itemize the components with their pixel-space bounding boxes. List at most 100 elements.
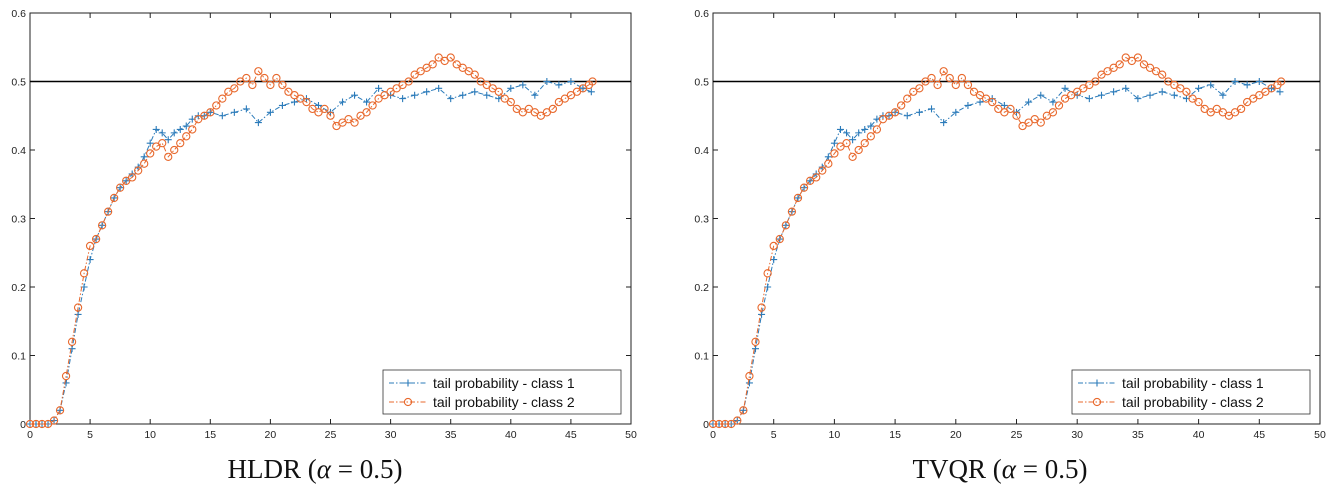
data-point-class-1	[758, 310, 766, 318]
data-point-class-2	[969, 87, 979, 96]
plot-area	[29, 12, 632, 425]
data-point-class-1	[745, 379, 753, 387]
x-tick-label: 40	[505, 429, 517, 441]
data-point-class-2	[470, 70, 479, 79]
data-point-class-1	[459, 91, 467, 99]
caption-symbol: α	[317, 454, 332, 484]
data-point-class-2	[1164, 77, 1173, 86]
data-point-class-1	[278, 101, 286, 109]
data-point-class-2	[446, 53, 455, 62]
data-point-class-1	[964, 101, 972, 109]
data-point-class-2	[975, 91, 985, 100]
data-point-class-2	[781, 221, 790, 230]
data-point-class-2	[927, 73, 936, 83]
data-point-class-2	[1060, 94, 1070, 103]
data-point-class-1	[152, 125, 160, 133]
y-tick-label: 0.3	[11, 214, 26, 226]
x-tick-label: 15	[204, 429, 216, 441]
data-point-class-1	[507, 84, 515, 92]
data-point-class-2	[1145, 63, 1155, 72]
data-point-class-1	[952, 108, 960, 116]
data-point-class-1	[122, 177, 130, 185]
data-point-class-1	[170, 129, 178, 137]
data-point-class-2	[236, 77, 245, 86]
data-point-class-2	[134, 166, 143, 175]
data-point-class-2	[224, 87, 233, 96]
data-point-class-2	[518, 108, 527, 117]
data-point-class-2	[848, 152, 857, 161]
data-point-class-2	[720, 419, 730, 429]
data-point-class-2	[1097, 70, 1106, 79]
data-point-class-2	[775, 234, 784, 244]
data-point-class-1	[314, 101, 322, 109]
data-point-class-1	[794, 194, 802, 202]
data-point-class-2	[91, 234, 101, 244]
y-tick-label: 0.6	[11, 8, 26, 20]
data-point-class-2	[260, 73, 269, 83]
data-point-class-2	[1103, 67, 1112, 76]
data-point-class-2	[866, 132, 875, 141]
y-tick-label: 0	[20, 419, 26, 431]
data-point-class-1	[1000, 101, 1008, 109]
data-point-class-2	[452, 60, 461, 69]
data-point-class-2	[49, 416, 59, 425]
data-point-class-2	[1176, 84, 1185, 93]
data-point-class-2	[284, 87, 293, 96]
data-point-class-2	[1018, 121, 1027, 131]
data-point-class-1	[399, 95, 407, 103]
data-point-class-2	[272, 73, 281, 83]
y-tick-label: 0	[703, 419, 709, 431]
data-point-class-2	[440, 56, 449, 66]
caption-suffix: = 0.5)	[331, 454, 402, 484]
data-point-class-2	[1079, 84, 1088, 93]
legend-entry-class-2: tail probability - class 2	[433, 394, 575, 410]
data-point-class-1	[411, 91, 419, 99]
data-point-class-1	[751, 345, 759, 353]
data-point-class-2	[1000, 108, 1009, 117]
data-point-class-1	[1025, 98, 1033, 106]
data-point-class-2	[194, 115, 203, 124]
data-point-class-2	[903, 94, 912, 103]
data-point-class-1	[579, 84, 587, 92]
legend-entry-class-1: tail probability - class 1	[433, 375, 575, 391]
data-point-class-1	[1061, 84, 1069, 92]
data-point-class-2	[206, 108, 215, 117]
caption-prefix: HLDR (	[228, 454, 317, 484]
data-point-class-2	[1121, 53, 1130, 62]
data-point-class-1	[543, 78, 551, 85]
data-point-class-2	[1249, 94, 1258, 103]
data-point-class-2	[1054, 101, 1064, 110]
data-point-class-2	[1243, 97, 1252, 107]
legend-swatch-marker	[1092, 397, 1102, 407]
data-point-class-2	[488, 84, 497, 93]
data-point-class-1	[1255, 78, 1263, 85]
data-point-class-2	[109, 193, 119, 203]
y-tick-label: 0.2	[11, 282, 26, 294]
data-point-class-2	[158, 138, 167, 148]
data-point-class-1	[471, 88, 479, 96]
data-point-class-1	[1219, 91, 1227, 99]
data-point-class-2	[212, 101, 221, 110]
data-point-class-1	[1049, 98, 1057, 106]
data-point-class-1	[915, 108, 923, 116]
data-point-class-1	[836, 125, 844, 133]
data-point-class-2	[170, 145, 179, 155]
x-tick-label: 0	[710, 429, 716, 441]
data-point-class-2	[482, 80, 491, 90]
data-point-class-2	[356, 111, 365, 120]
data-point-class-2	[578, 84, 588, 93]
data-point-class-2	[230, 84, 239, 93]
data-point-class-2	[1127, 56, 1136, 66]
data-point-class-1	[1158, 88, 1166, 96]
y-tick-label: 0.4	[11, 145, 26, 157]
data-point-class-2	[787, 207, 797, 216]
data-point-class-1	[176, 125, 184, 133]
data-point-class-1	[1243, 81, 1251, 89]
data-point-class-1	[218, 112, 226, 120]
series-line-class-1	[30, 80, 592, 425]
data-point-class-1	[375, 84, 383, 92]
data-point-class-2	[392, 84, 401, 93]
data-point-class-2	[963, 80, 973, 90]
data-point-class-2	[242, 73, 251, 83]
caption-symbol: α	[1002, 454, 1017, 484]
